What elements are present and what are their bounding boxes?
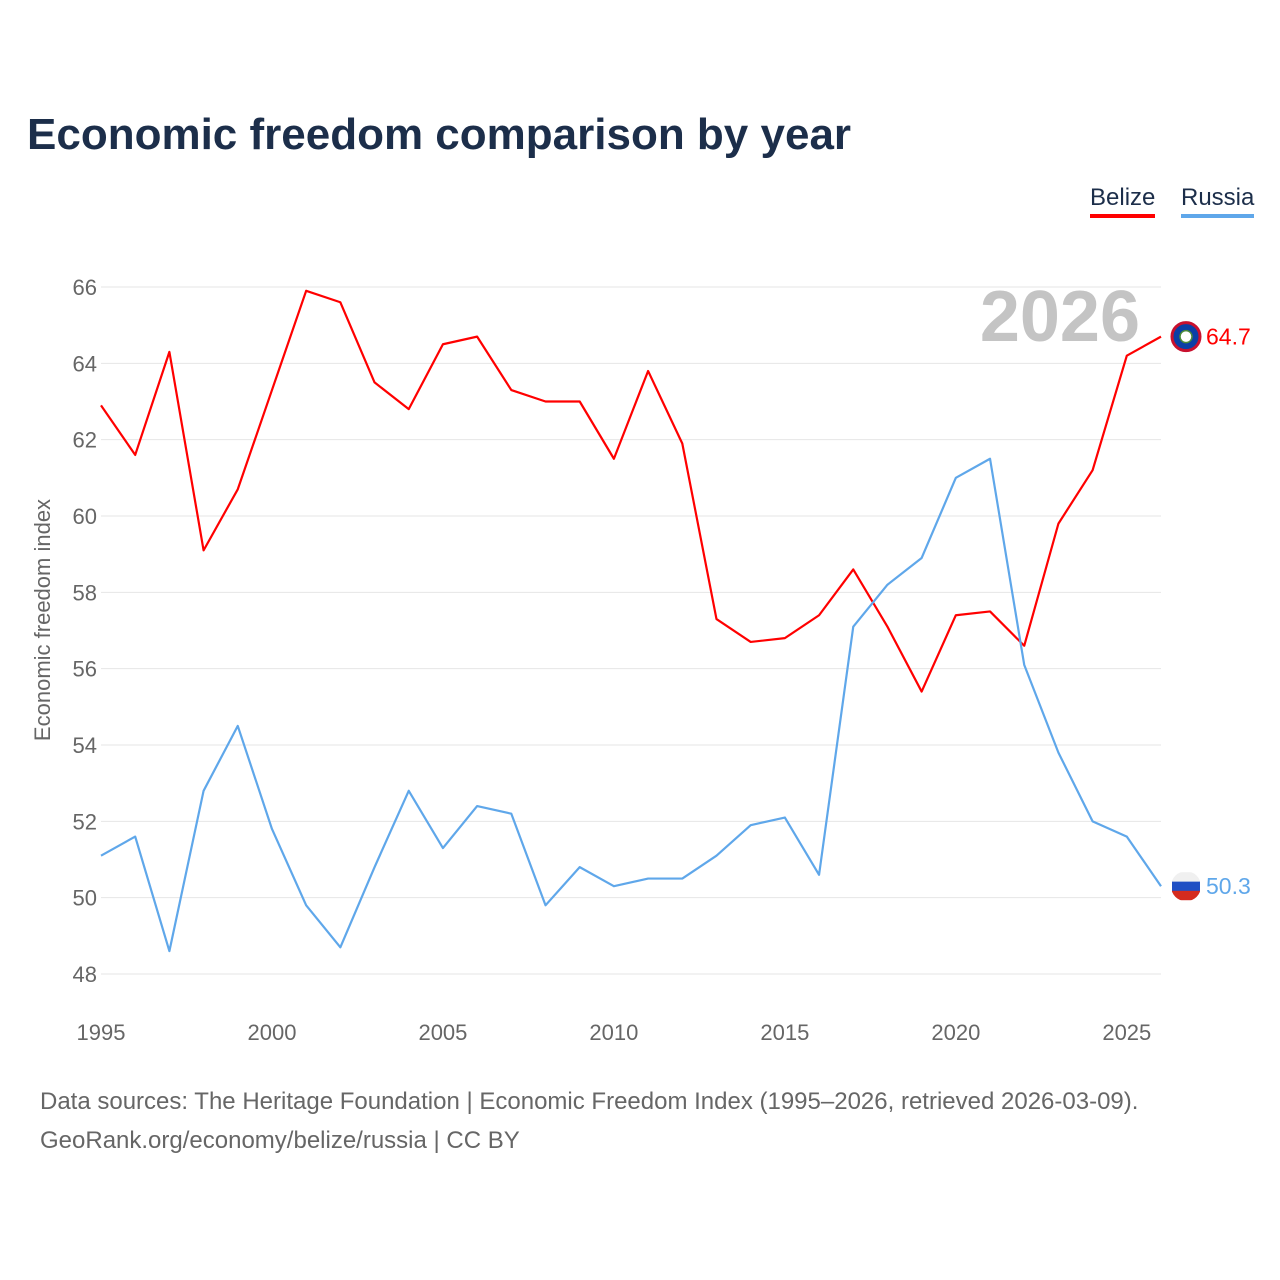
y-tick-label: 66 bbox=[73, 275, 97, 300]
x-tick-label: 2000 bbox=[247, 1020, 296, 1045]
x-tick-label: 2025 bbox=[1102, 1020, 1151, 1045]
y-tick-label: 64 bbox=[73, 351, 97, 376]
y-tick-label: 52 bbox=[73, 809, 97, 834]
x-tick-label: 2020 bbox=[931, 1020, 980, 1045]
year-watermark: 2026 bbox=[980, 277, 1140, 357]
chart-title: Economic freedom comparison by year bbox=[27, 110, 852, 159]
legend-russia[interactable]: Russia bbox=[1181, 184, 1255, 218]
flag-belize-icon bbox=[1170, 321, 1202, 353]
data-source: Data sources: The Heritage Foundation | … bbox=[40, 1088, 1139, 1115]
y-tick-label: 58 bbox=[73, 580, 97, 605]
y-tick-label: 56 bbox=[73, 657, 97, 682]
y-tick-label: 48 bbox=[73, 962, 97, 987]
y-tick-label: 62 bbox=[73, 428, 97, 453]
end-value-label-belize: 64.7 bbox=[1206, 324, 1251, 350]
y-tick-label: 54 bbox=[73, 733, 97, 758]
legend-belize[interactable]: Belize bbox=[1090, 184, 1156, 218]
source-link[interactable]: GeoRank.org/economy/belize/russia | CC B… bbox=[40, 1127, 520, 1154]
y-tick-label: 50 bbox=[73, 886, 97, 911]
y-axis-label: Economic freedom index bbox=[30, 499, 55, 741]
x-tick-label: 2010 bbox=[589, 1020, 638, 1045]
x-tick-label: 1995 bbox=[77, 1020, 126, 1045]
flag-russia-icon bbox=[1172, 872, 1200, 901]
x-tick-label: 2015 bbox=[760, 1020, 809, 1045]
x-tick-label: 2005 bbox=[418, 1020, 467, 1045]
series-line-russia bbox=[100, 457, 1162, 953]
y-tick-label: 60 bbox=[73, 504, 97, 529]
end-value-label-russia: 50.3 bbox=[1206, 873, 1251, 899]
series-line-belize bbox=[100, 289, 1162, 693]
